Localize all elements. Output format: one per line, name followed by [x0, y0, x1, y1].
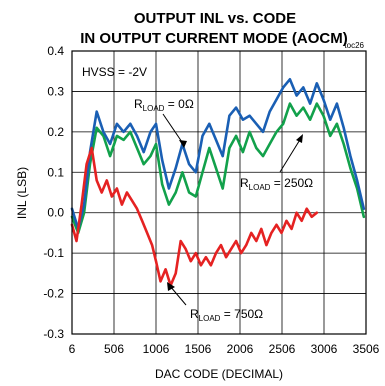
legend-label-250ohm: RLOAD = 250Ω	[240, 176, 313, 192]
x-tick-label: 1506	[185, 342, 212, 356]
legend-label-250ohm-value: = 250Ω	[270, 176, 313, 190]
y-tick-labels: 0.4 0.3 0.2 0.1 0.0 -0.1 -0.2 -0.3	[43, 44, 64, 341]
y-tick-label: -0.3	[43, 327, 64, 341]
y-tick-label: 0.1	[47, 165, 64, 179]
y-tick-label: -0.2	[43, 287, 64, 301]
figure-tag: toc26	[344, 41, 364, 50]
x-tick-label: 2506	[269, 342, 296, 356]
x-tick-label: 6	[69, 342, 76, 356]
x-tick-label: 2006	[227, 342, 254, 356]
series-line-rload-250ohm	[70, 102, 366, 235]
grid-lines	[71, 50, 367, 335]
leader-line-750ohm	[169, 285, 187, 306]
x-tick-label: 3506	[353, 342, 380, 356]
chart-title-line-2: IN OUTPUT CURRENT MODE (AOCM)	[80, 30, 347, 47]
legend-label-750ohm-value: = 750Ω	[220, 307, 263, 321]
x-tick-labels: 6 506 1006 1506 2006 2506 3006 3506	[69, 342, 380, 356]
legend-label-750ohm-sub: LOAD	[199, 314, 221, 323]
leader-arrow-0ohm	[179, 140, 187, 148]
y-tick-label: 0.0	[47, 206, 64, 220]
series-line-rload-0ohm	[70, 78, 366, 231]
legend-label-750ohm: RLOAD = 750Ω	[190, 307, 263, 323]
legend-label-250ohm-main: R	[240, 176, 249, 190]
legend-label-750ohm-main: R	[190, 307, 199, 321]
leader-arrow-750ohm	[167, 282, 175, 291]
series-line-rload-750ohm	[70, 146, 319, 287]
legend-label-0ohm-sub: LOAD	[143, 104, 165, 113]
plot-frame	[71, 50, 367, 335]
legend-label-0ohm-value: = 0Ω	[164, 97, 193, 111]
legend-label-250ohm-sub: LOAD	[249, 183, 271, 192]
chart-title-line-1: OUTPUT INL vs. CODE	[134, 10, 296, 27]
legend-label-0ohm: RLOAD = 0Ω	[134, 97, 194, 113]
legend-label-0ohm-main: R	[134, 97, 143, 111]
y-tick-label: 0.4	[47, 44, 64, 58]
x-tick-label: 3006	[311, 342, 338, 356]
y-tick-label: 0.3	[47, 84, 64, 98]
y-axis-label: INL (LSB)	[15, 167, 29, 219]
leader-line-250ohm	[279, 137, 302, 173]
x-tick-label: 1006	[143, 342, 170, 356]
y-tick-label: -0.1	[43, 246, 64, 260]
x-tick-label: 506	[104, 342, 124, 356]
leader-arrow-250ohm	[296, 134, 303, 143]
series-lines	[70, 78, 366, 287]
condition-note: HVSS = -2V	[82, 65, 147, 79]
y-tick-label: 0.2	[47, 125, 64, 139]
x-axis-label: DAC CODE (DECIMAL)	[155, 367, 283, 381]
leader-line-0ohm	[162, 113, 185, 146]
